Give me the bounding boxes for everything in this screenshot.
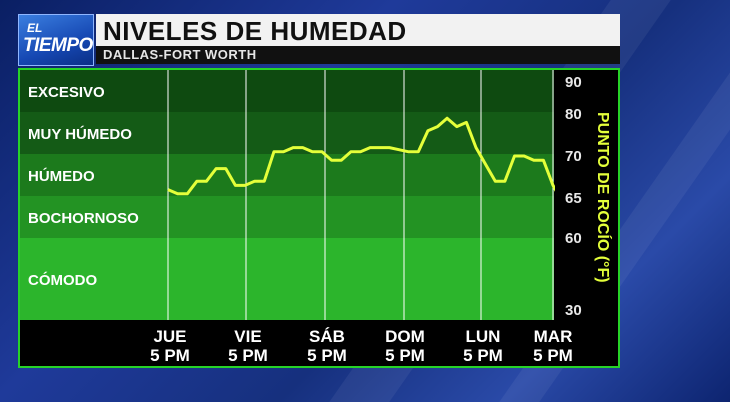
chart-frame: EXCESIVO MUY HÚMEDO HÚMEDO BOCHORNOSO CÓMODO… [18, 68, 620, 368]
el-tiempo-logo: EL TIEMPO [18, 14, 94, 66]
x-tick-day: JUE [153, 327, 186, 346]
x-tick-time: 5 PM [385, 346, 425, 365]
band-muy-humedo [20, 112, 554, 154]
logo-text-el: EL [27, 21, 43, 35]
band-label: BOCHORNOSO [28, 210, 139, 227]
band-bochornoso [20, 196, 554, 238]
humidity-chart: EXCESIVO MUY HÚMEDO HÚMEDO BOCHORNOSO CÓMODO… [20, 70, 618, 365]
x-tick-day: VIE [234, 327, 261, 346]
band-humedo [20, 154, 554, 196]
y-axis-panel [555, 70, 618, 320]
x-tick-time: 5 PM [533, 346, 573, 365]
y-tick-label: 90 [565, 74, 582, 91]
x-tick-time: 5 PM [150, 346, 190, 365]
chart-title: NIVELES DE HUMEDAD [103, 16, 407, 46]
chart-subtitle: DALLAS-FORT WORTH [103, 47, 257, 62]
y-tick-label: 65 [565, 190, 582, 207]
x-tick-time: 5 PM [228, 346, 268, 365]
x-tick-time: 5 PM [307, 346, 347, 365]
y-tick-label: 80 [565, 106, 582, 123]
x-tick-day: LUN [466, 327, 501, 346]
band-label: EXCESIVO [28, 84, 105, 101]
x-tick-time: 5 PM [463, 346, 503, 365]
band-comodo [20, 238, 554, 320]
subtitle-bar: DALLAS-FORT WORTH [96, 46, 620, 64]
y-tick-label: 70 [565, 148, 582, 165]
x-tick-day: DOM [385, 327, 425, 346]
dew-point-line [167, 116, 584, 204]
band-label: HÚMEDO [28, 167, 95, 185]
title-bar: NIVELES DE HUMEDAD [96, 14, 620, 46]
y-tick-label: 30 [565, 302, 582, 319]
band-excesivo [20, 70, 554, 112]
logo-text-tiempo: TIEMPO [23, 35, 93, 56]
y-axis-title: PUNTO DE ROCÍO (°F) [594, 112, 613, 283]
band-label: MUY HÚMEDO [28, 125, 132, 143]
y-tick-label: 60 [565, 230, 582, 247]
x-tick-day: SÁB [309, 327, 345, 346]
x-tick-day: MAR [534, 327, 573, 346]
band-label: CÓMODO [28, 271, 97, 289]
